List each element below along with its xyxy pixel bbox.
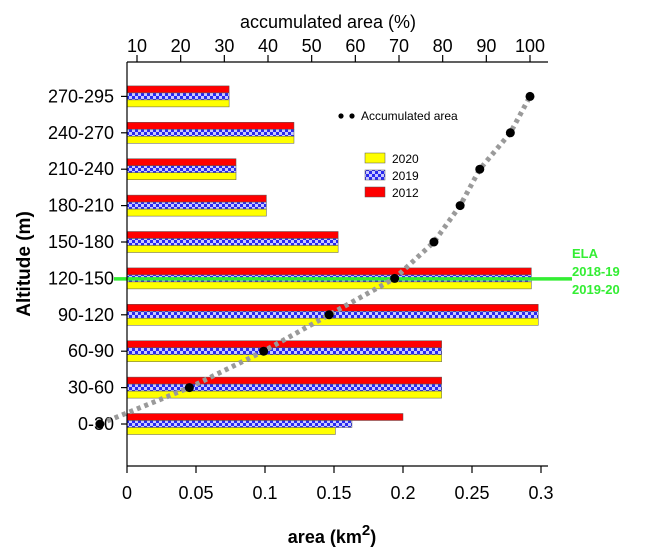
bar-2012 xyxy=(126,267,532,276)
y-tick-label: 210-240 xyxy=(48,159,114,179)
bar-2012 xyxy=(126,194,267,203)
accumulated-point xyxy=(184,383,194,393)
x-axis-label-sup: 2 xyxy=(362,522,370,539)
y-tick-label: 240-270 xyxy=(48,123,114,143)
y-tick-label: 30-60 xyxy=(68,378,114,398)
ela-label: 2018-19 xyxy=(572,264,620,279)
bar-2020 xyxy=(126,172,237,180)
bar-2020 xyxy=(126,354,442,362)
legend-label-2020: 2020 xyxy=(392,152,419,166)
legend-swatch-2019 xyxy=(364,169,386,181)
x2-tick-label: 10 xyxy=(127,36,147,56)
bar-2012 xyxy=(126,231,339,239)
bar-2020 xyxy=(126,208,267,217)
x2-tick-label: 100 xyxy=(515,36,545,56)
x-tick-label: 0.05 xyxy=(178,483,213,503)
ela-label: ELA xyxy=(572,246,599,261)
x2-tick-label: 40 xyxy=(258,36,278,56)
accumulated-point xyxy=(390,273,400,283)
accumulated-point xyxy=(95,419,105,429)
x-tick-label: 0.1 xyxy=(252,483,277,503)
y-tick-label: 150-180 xyxy=(48,232,114,252)
bar-2019 xyxy=(126,238,339,246)
bar-2019 xyxy=(126,92,230,101)
x2-tick-label: 90 xyxy=(476,36,496,56)
y-tick-label: 90-120 xyxy=(58,305,114,325)
bar-2019 xyxy=(126,129,295,137)
bar-2012 xyxy=(126,158,237,166)
x-tick-label: 0.3 xyxy=(528,483,553,503)
legend-accum-dot xyxy=(338,113,344,119)
accumulated-point xyxy=(429,237,439,247)
bar-2020 xyxy=(126,136,295,144)
accumulated-point xyxy=(455,201,465,211)
bar-2012 xyxy=(126,85,230,94)
x2-tick-label: 80 xyxy=(433,36,453,56)
legend-swatch-2020 xyxy=(364,152,386,164)
bar-2020 xyxy=(126,427,336,435)
y-tick-label: 180-210 xyxy=(48,196,114,216)
x2-tick-label: 70 xyxy=(389,36,409,56)
ela-label: 2019-20 xyxy=(572,282,620,297)
accumulated-point xyxy=(324,310,334,320)
x-tick-label: 0.15 xyxy=(316,483,351,503)
x2-tick-label: 30 xyxy=(214,36,234,56)
legend-accum-dot xyxy=(349,113,355,119)
bar-2019 xyxy=(126,347,442,355)
x-axis-label-close: ) xyxy=(370,527,376,547)
bar-2019 xyxy=(126,201,267,210)
bar-2020 xyxy=(126,99,230,108)
x-tick-label: 0.2 xyxy=(390,483,415,503)
y-axis-label: Altitude (m) xyxy=(14,211,35,317)
y-tick-label: 270-295 xyxy=(48,86,114,106)
x2-tick-label: 60 xyxy=(345,36,365,56)
legend-label-2012: 2012 xyxy=(392,186,419,200)
legend-accum-label: Accumulated area xyxy=(361,109,458,123)
x2-tick-label: 20 xyxy=(171,36,191,56)
x-axis-label-main: area (km xyxy=(288,527,362,547)
accumulated-point xyxy=(259,346,269,356)
legend-swatch-2012 xyxy=(364,186,386,198)
bar-2019 xyxy=(126,165,237,173)
bar-2012 xyxy=(126,122,295,130)
y-tick-label: 60-90 xyxy=(68,341,114,361)
x-tick-label: 0.25 xyxy=(454,483,489,503)
x2-tick-label: 50 xyxy=(302,36,322,56)
bar-2020 xyxy=(126,245,339,253)
x2-axis-label: accumulated area (%) xyxy=(240,12,416,32)
bar-2019 xyxy=(126,420,353,428)
bar-2020 xyxy=(126,318,539,326)
bar-2012 xyxy=(126,413,404,421)
accumulated-line xyxy=(98,95,533,427)
accumulated-point xyxy=(475,164,485,174)
x-tick-label: 0 xyxy=(122,483,132,503)
legend-label-2019: 2019 xyxy=(392,169,419,183)
accumulated-point xyxy=(505,128,515,138)
bar-2012 xyxy=(126,376,442,385)
bar-2020 xyxy=(126,281,532,290)
y-tick-label: 120-150 xyxy=(48,268,114,288)
x-axis-label: area (km2) xyxy=(288,522,376,547)
bar-2019 xyxy=(126,383,442,392)
accumulated-point xyxy=(525,91,535,101)
